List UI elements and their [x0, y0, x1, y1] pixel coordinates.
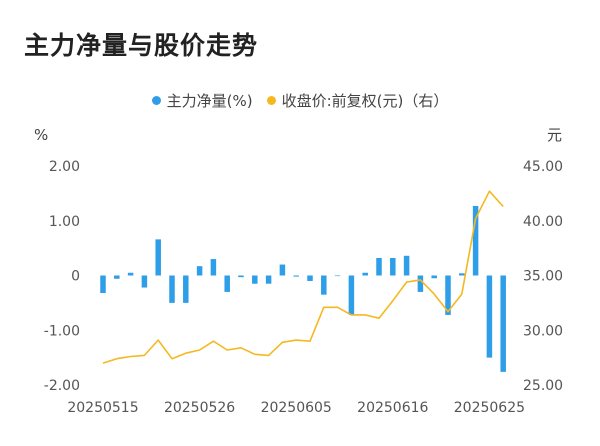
net-volume-bar[interactable] [348, 275, 355, 315]
net-volume-bar[interactable] [472, 205, 479, 276]
net-volume-bar[interactable] [376, 257, 382, 276]
legend-marker-close-price [266, 96, 276, 105]
net-volume-bar[interactable] [238, 275, 244, 278]
x-axis-tick-label: 20250625 [454, 400, 525, 416]
net-volume-bar[interactable] [183, 275, 189, 303]
right-axis-tick-label: 35.00 [523, 269, 563, 285]
net-volume-bar[interactable] [390, 257, 396, 276]
right-axis-tick-label: 30.00 [523, 323, 563, 339]
x-axis-tick-label: 20250616 [357, 400, 428, 416]
right-axis-tick-label: 45.00 [523, 159, 563, 175]
left-axis-tick-label: 2.00 [49, 159, 80, 175]
legend-marker-net-volume [151, 96, 161, 105]
net-volume-bar[interactable] [100, 275, 106, 294]
x-axis-tick-label: 20250526 [164, 400, 235, 416]
legend-label-close-price: 收盘价:前复权(元)（右） [281, 92, 449, 110]
net-volume-bar[interactable] [196, 266, 203, 276]
x-axis-tick-label: 20250515 [67, 400, 138, 416]
net-volume-bar[interactable] [486, 275, 493, 358]
left-axis-tick-label: 0 [71, 269, 80, 285]
net-volume-bar[interactable] [417, 275, 424, 292]
net-volume-bar[interactable] [265, 275, 272, 284]
x-axis-tick-label: 20250605 [261, 400, 332, 416]
left-axis-tick-label: 1.00 [49, 214, 80, 230]
left-axis-tick-label: -1.00 [44, 323, 80, 339]
net-volume-bar[interactable] [210, 259, 217, 276]
net-volume-bar[interactable] [445, 275, 451, 315]
net-volume-bar[interactable] [252, 275, 258, 284]
net-volume-bar[interactable] [155, 239, 161, 276]
legend-item-net-volume[interactable]: 主力净量(%) [151, 90, 253, 111]
chart-title: 主力净量与股价走势 [24, 31, 259, 60]
chart-legend: 主力净量(%) 收盘价:前复权(元)（右） [0, 90, 600, 111]
left-axis-tick-label: -2.00 [44, 378, 80, 394]
net-volume-bar[interactable] [459, 273, 465, 276]
right-axis-unit: 元 [547, 126, 562, 144]
net-volume-bar[interactable] [362, 272, 368, 276]
net-volume-bar[interactable] [307, 275, 313, 281]
close-price-line[interactable] [102, 190, 504, 364]
net-volume-bar[interactable] [403, 255, 410, 276]
net-volume-bar[interactable] [321, 275, 327, 295]
right-axis-tick-label: 40.00 [523, 214, 563, 230]
left-axis-unit: % [34, 126, 48, 144]
legend-item-close-price[interactable]: 收盘价:前复权(元)（右） [266, 90, 449, 111]
net-volume-bar[interactable] [293, 275, 299, 277]
net-volume-bar[interactable] [431, 275, 437, 279]
net-volume-bar[interactable] [141, 275, 148, 288]
net-volume-bar[interactable] [169, 275, 175, 303]
net-volume-bar[interactable] [224, 275, 230, 292]
right-axis-tick-label: 25.00 [523, 378, 563, 394]
net-volume-bar[interactable] [127, 272, 134, 276]
net-volume-bar[interactable] [334, 275, 341, 277]
net-volume-bar[interactable] [500, 275, 506, 372]
legend-label-net-volume: 主力净量(%) [166, 92, 253, 110]
net-volume-bar[interactable] [114, 275, 120, 279]
net-volume-bar[interactable] [279, 264, 286, 276]
